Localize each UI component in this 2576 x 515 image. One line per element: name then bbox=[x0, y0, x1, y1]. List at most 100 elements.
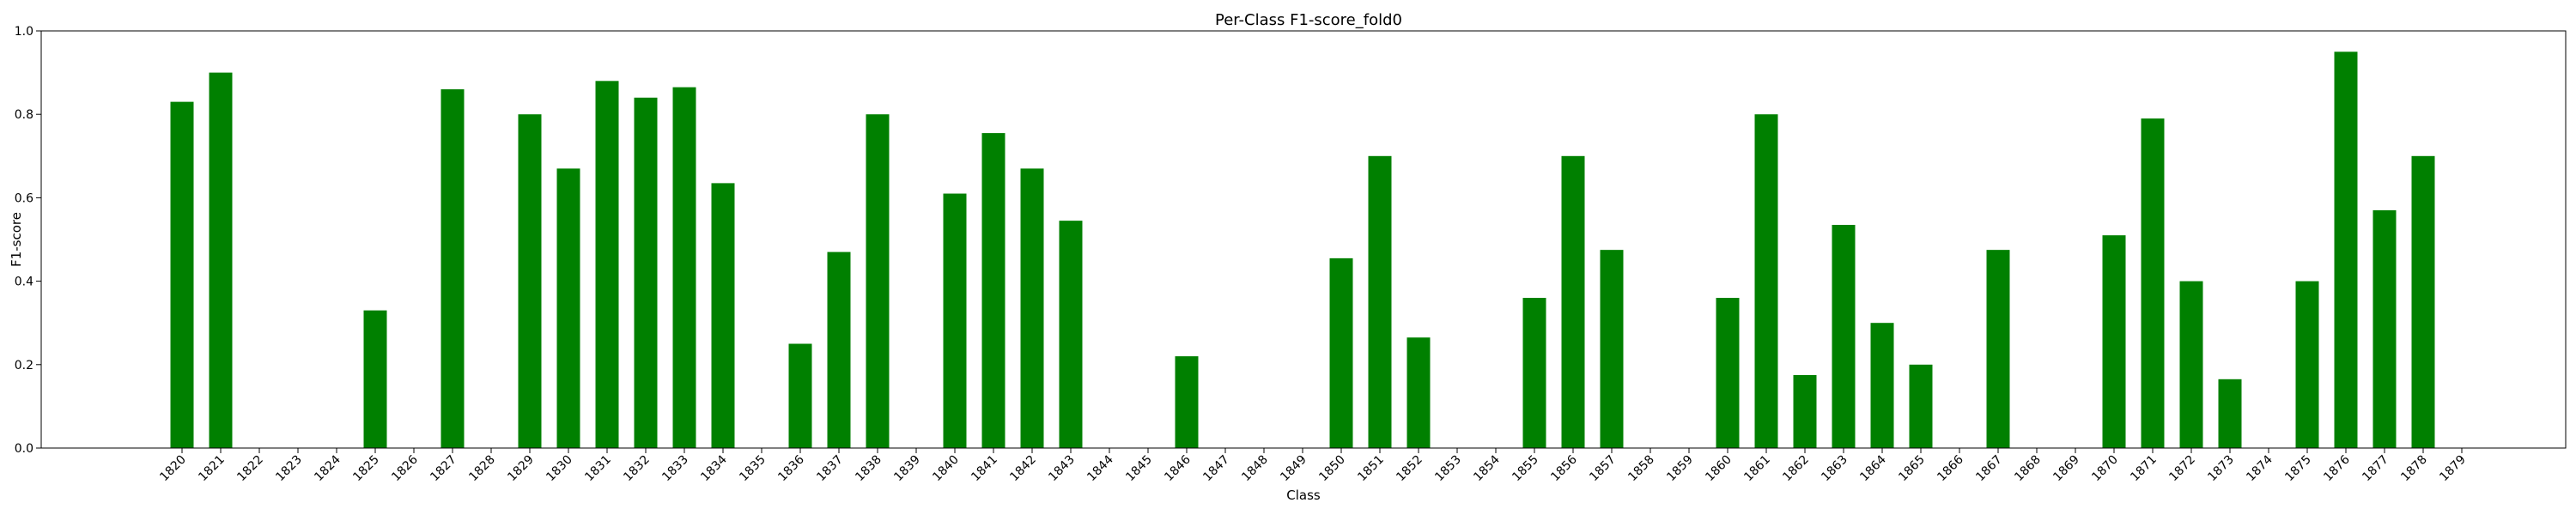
x-tick-label-1820: 1820 bbox=[157, 453, 189, 485]
x-tick-label-1832: 1832 bbox=[621, 453, 653, 485]
bar-1834 bbox=[711, 183, 735, 448]
x-tick-label-1850: 1850 bbox=[1316, 453, 1348, 485]
bar-1871 bbox=[2141, 118, 2165, 448]
x-tick-label-1873: 1873 bbox=[2205, 453, 2237, 485]
x-tick-label-1858: 1858 bbox=[1625, 453, 1657, 485]
bar-1820 bbox=[170, 101, 194, 449]
bar-1831 bbox=[595, 81, 619, 448]
bar-1840 bbox=[943, 193, 967, 449]
bar-1836 bbox=[788, 343, 812, 448]
bar-1867 bbox=[1986, 250, 2010, 448]
bar-1856 bbox=[1561, 155, 1585, 449]
x-tick-label-1825: 1825 bbox=[350, 453, 382, 485]
x-tick-label-1864: 1864 bbox=[1857, 452, 1889, 484]
bar-1850 bbox=[1329, 258, 1353, 448]
bar-1877 bbox=[2372, 209, 2397, 449]
x-tick-label-1875: 1875 bbox=[2282, 453, 2314, 485]
x-tick-label-1878: 1878 bbox=[2398, 453, 2430, 485]
bar-1878 bbox=[2411, 155, 2435, 449]
x-tick-label-1822: 1822 bbox=[234, 453, 266, 485]
x-tick-label-1830: 1830 bbox=[544, 453, 575, 485]
x-tick-label-1861: 1861 bbox=[1741, 453, 1773, 485]
x-tick-label-1874: 1874 bbox=[2244, 452, 2275, 484]
bar-1825 bbox=[363, 310, 387, 448]
bar-1827 bbox=[440, 89, 465, 448]
bar-1862 bbox=[1793, 374, 1817, 448]
x-tick-label-1877: 1877 bbox=[2360, 453, 2391, 485]
bar-1872 bbox=[2179, 281, 2203, 448]
x-tick-label-1871: 1871 bbox=[2128, 453, 2160, 485]
y-tick-label-0.4: 0.4 bbox=[15, 276, 33, 289]
bar-1855 bbox=[1522, 298, 1546, 448]
x-tick-label-1836: 1836 bbox=[775, 452, 807, 484]
bar-1829 bbox=[518, 114, 542, 448]
x-tick-label-1824: 1824 bbox=[312, 452, 343, 484]
x-tick-label-1863: 1863 bbox=[1819, 453, 1850, 485]
x-tick-label-1840: 1840 bbox=[930, 453, 962, 485]
x-tick-label-1845: 1845 bbox=[1123, 453, 1155, 485]
x-tick-label-1827: 1827 bbox=[428, 453, 459, 485]
y-axis-label: F1-score bbox=[9, 212, 24, 267]
x-tick-label-1865: 1865 bbox=[1896, 453, 1928, 485]
bars-group bbox=[170, 52, 2435, 449]
x-tick-label-1860: 1860 bbox=[1703, 453, 1735, 485]
x-tick-label-1833: 1833 bbox=[659, 453, 691, 485]
bar-1860 bbox=[1716, 298, 1740, 448]
x-axis-label: Class bbox=[1286, 488, 1321, 503]
bar-1841 bbox=[981, 133, 1005, 448]
x-tick-label-1846: 1846 bbox=[1162, 452, 1194, 484]
bar-1852 bbox=[1406, 337, 1431, 448]
x-tick-label-1879: 1879 bbox=[2437, 453, 2469, 485]
x-tick-label-1869: 1869 bbox=[2050, 453, 2082, 485]
x-tick-label-1826: 1826 bbox=[389, 452, 421, 484]
bar-1861 bbox=[1754, 114, 1778, 448]
x-tick-label-1841: 1841 bbox=[969, 453, 1000, 485]
x-tick-label-1821: 1821 bbox=[196, 453, 228, 485]
x-tick-label-1829: 1829 bbox=[505, 453, 537, 485]
x-tick-label-1853: 1853 bbox=[1432, 453, 1464, 485]
bar-1870 bbox=[2102, 235, 2126, 448]
x-tick-label-1859: 1859 bbox=[1664, 453, 1696, 485]
bar-1865 bbox=[1909, 364, 1933, 448]
x-tick-label-1839: 1839 bbox=[891, 453, 923, 485]
x-tick-label-1844: 1844 bbox=[1084, 452, 1116, 484]
x-tick-label-1876: 1876 bbox=[2321, 452, 2353, 484]
bar-1857 bbox=[1600, 250, 1624, 448]
x-tick-label-1828: 1828 bbox=[466, 453, 498, 485]
bar-1876 bbox=[2334, 52, 2358, 449]
bar-1833 bbox=[672, 87, 696, 449]
x-tick-label-1856: 1856 bbox=[1548, 452, 1580, 484]
x-tick-label-1823: 1823 bbox=[273, 453, 305, 485]
bar-1830 bbox=[556, 168, 580, 448]
bar-1821 bbox=[209, 72, 233, 448]
x-tick-label-1851: 1851 bbox=[1355, 453, 1387, 485]
x-tick-label-1831: 1831 bbox=[582, 453, 614, 485]
bar-1873 bbox=[2218, 379, 2242, 448]
x-tick-label-1835: 1835 bbox=[737, 453, 769, 485]
x-tick-label-1852: 1852 bbox=[1394, 453, 1425, 485]
x-tick-label-1849: 1849 bbox=[1278, 453, 1309, 485]
bar-1863 bbox=[1832, 224, 1856, 448]
bar-1851 bbox=[1368, 155, 1392, 449]
plot-frame bbox=[40, 30, 2567, 449]
x-tick-label-1872: 1872 bbox=[2166, 453, 2198, 485]
x-tick-label-1862: 1862 bbox=[1780, 453, 1812, 485]
x-tick-label-1843: 1843 bbox=[1046, 453, 1078, 485]
x-tick-label-1870: 1870 bbox=[2089, 453, 2121, 485]
y-tick-label-0.0: 0.0 bbox=[15, 442, 33, 456]
bar-1837 bbox=[827, 251, 851, 448]
x-tick-label-1838: 1838 bbox=[853, 453, 884, 485]
x-tick-label-1842: 1842 bbox=[1007, 453, 1039, 485]
x-tick-label-1867: 1867 bbox=[1973, 453, 2005, 485]
x-tick-label-1866: 1866 bbox=[1935, 452, 1966, 484]
x-tick-label-1837: 1837 bbox=[814, 453, 846, 485]
bar-1832 bbox=[634, 97, 658, 448]
bar-1842 bbox=[1020, 168, 1044, 448]
bar-1843 bbox=[1059, 221, 1083, 448]
chart-title: Per-Class F1-score_fold0 bbox=[1215, 11, 1402, 29]
x-tick-label-1868: 1868 bbox=[2012, 453, 2044, 485]
bar-1846 bbox=[1175, 356, 1199, 448]
y-tick-label-1.0: 1.0 bbox=[15, 25, 33, 39]
bar-1864 bbox=[1870, 323, 1894, 448]
